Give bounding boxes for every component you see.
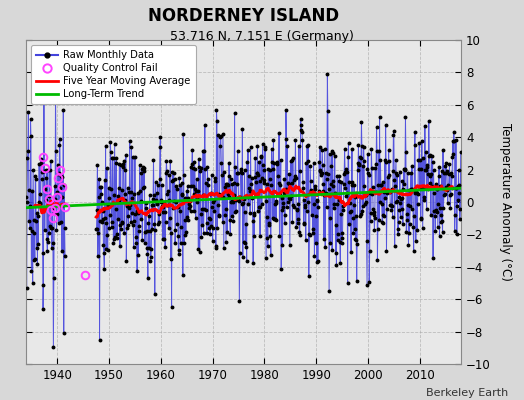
Text: 53.716 N, 7.151 E (Germany): 53.716 N, 7.151 E (Germany) — [170, 30, 354, 43]
Legend: Raw Monthly Data, Quality Control Fail, Five Year Moving Average, Long-Term Tren: Raw Monthly Data, Quality Control Fail, … — [31, 45, 195, 104]
Title: NORDERNEY ISLAND: NORDERNEY ISLAND — [148, 6, 339, 24]
Text: Berkeley Earth: Berkeley Earth — [426, 388, 508, 398]
Y-axis label: Temperature Anomaly (°C): Temperature Anomaly (°C) — [499, 123, 512, 281]
